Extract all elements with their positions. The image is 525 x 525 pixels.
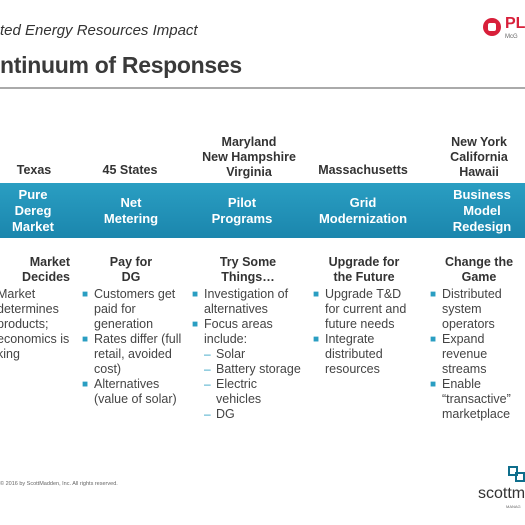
list-item: ■ Rates differ (full retail, avoided cost… <box>82 332 182 376</box>
column-head-upgrade-for-future: Upgrade for the Future <box>328 255 400 284</box>
logo-bottom-subtext: MANAG <box>506 504 521 509</box>
region-pilot-states: Maryland New Hampshire Virginia <box>202 135 296 179</box>
list-item: ■ Distributed system operators <box>430 287 502 331</box>
list-item: ■ Alternatives (value of solar) <box>82 377 177 406</box>
column-text-market: Market determines products; economics is… <box>0 287 70 361</box>
list-item: ■ Customers get paid for generation <box>82 287 176 331</box>
bullet-list-net-metering: ■ Customers get paid for generation ■ Rate… <box>82 287 182 407</box>
band-pure-dereg-market: Pure Dereg Market <box>12 187 54 234</box>
list-item: ■ Upgrade T&D for current and future need… <box>313 287 407 331</box>
continuum-band <box>0 183 525 238</box>
column-head-pay-for-dg: Pay for DG <box>109 255 153 284</box>
bullet-list-pilot-programs: ■ Investigation of alternatives ■ Focus ar… <box>192 287 304 422</box>
region-massachusetts: Massachusetts <box>318 163 408 177</box>
band-business-model-redesign: Business Model Redesign <box>452 187 512 234</box>
list-item: ■ Enable “transactive” marketplace <box>430 377 511 421</box>
company-logo-top: PL McG <box>480 14 525 44</box>
logo-text: PL <box>505 15 525 32</box>
band-grid-modernization: Grid Modernization <box>318 195 408 226</box>
logo-mark-icon <box>483 18 501 36</box>
column-head-try-some-things: Try Some Things… <box>219 255 277 284</box>
bullet-list-grid-modernization: ■ Upgrade T&D for current and future need… <box>313 287 413 377</box>
company-logo-bottom: scottm MANAG <box>478 463 525 523</box>
list-item: – Solar <box>204 347 246 361</box>
bullet-list-business-model: ■ Distributed system operators ■ Expand re… <box>430 287 525 422</box>
list-item: – DG <box>204 407 235 421</box>
band-net-metering: Net Metering <box>103 195 159 226</box>
logo-subtext: McG <box>505 34 518 40</box>
title-divider <box>0 87 525 89</box>
slide-title: ntinuum of Responses <box>0 52 242 78</box>
list-item: ■ Integrate distributed resources <box>313 332 383 376</box>
band-pilot-programs: Pilot Programs <box>211 195 273 226</box>
logo-bottom-text: scottm <box>478 485 525 502</box>
region-45-states: 45 States <box>102 163 158 177</box>
list-item: ■ Investigation of alternatives <box>192 287 289 316</box>
region-texas: Texas <box>16 163 52 177</box>
slide-subtitle: ted Energy Resources Impact <box>0 22 198 39</box>
logo-square-icon <box>508 466 518 476</box>
footer-copyright: © 2016 by ScottMadden, Inc. All rights r… <box>0 481 118 487</box>
list-item: – Electric vehicles <box>204 377 262 406</box>
list-item: ■ Focus areas include: <box>192 317 273 346</box>
column-head-change-the-game: Change the Game <box>444 255 514 284</box>
region-ny-ca-hi: New York California Hawaii <box>450 135 508 179</box>
list-item: – Battery storage <box>204 362 301 376</box>
logo-square-icon <box>515 472 525 482</box>
column-head-market-decides: Market Decides <box>22 255 70 284</box>
list-item: ■ Expand revenue streams <box>430 332 488 376</box>
